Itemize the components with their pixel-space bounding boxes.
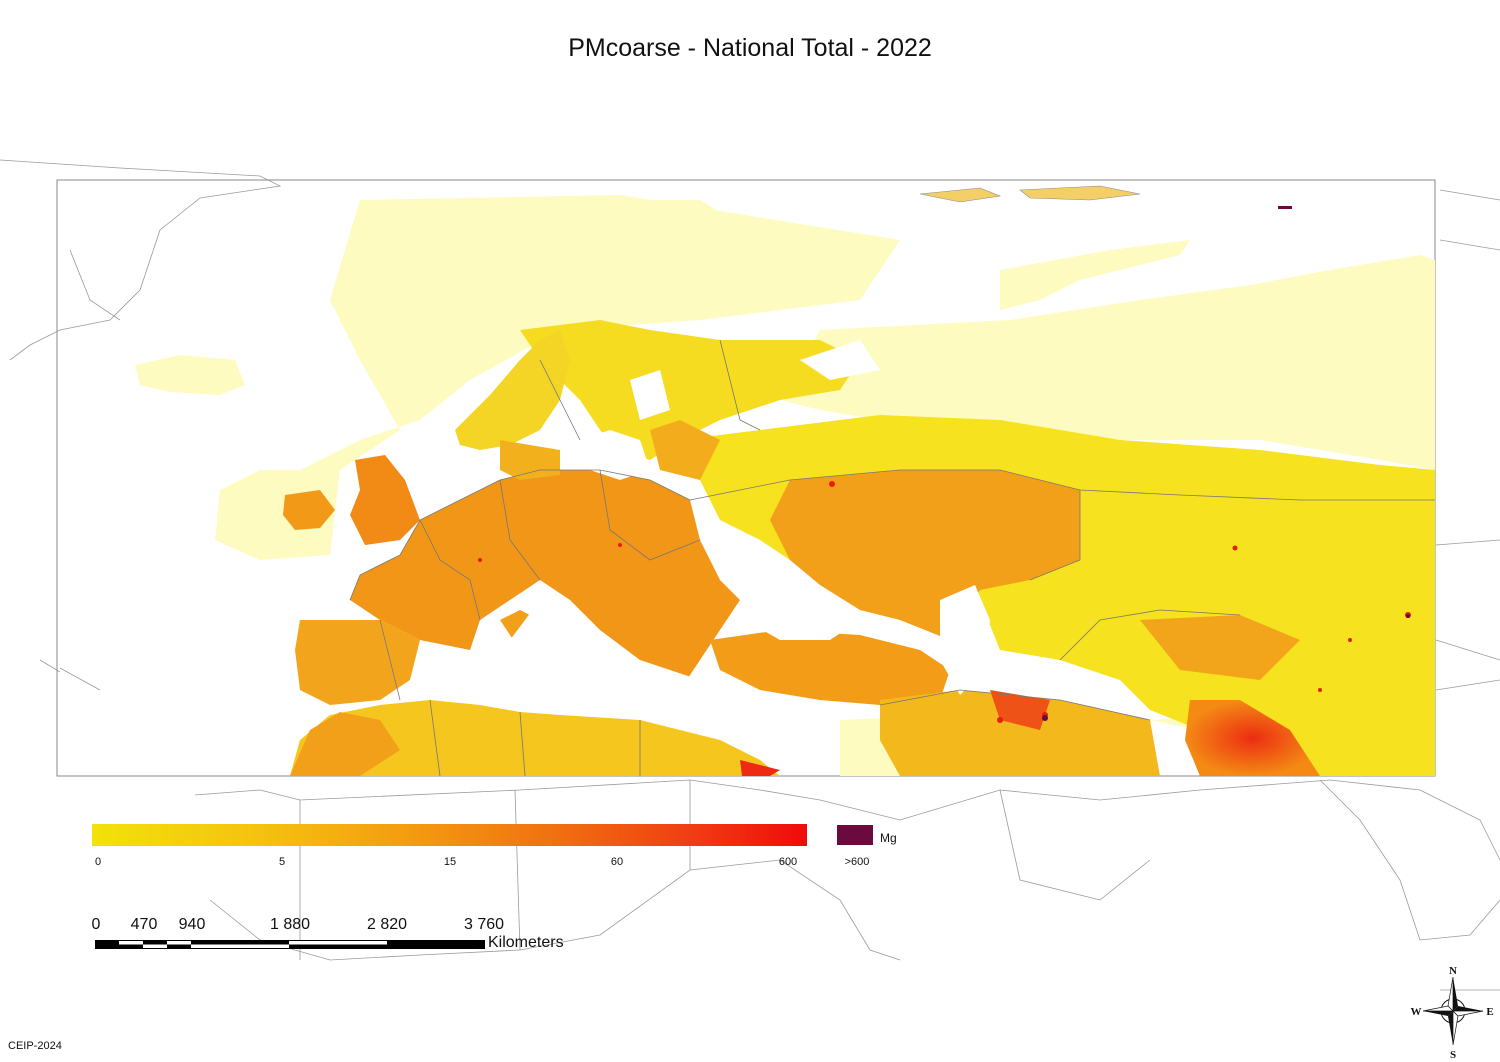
north-arrow-compass: N S E W [1411,965,1494,1060]
compass-north: N [1449,965,1457,977]
legend-tick: 60 [610,856,624,868]
legend-tick: 15 [443,856,457,868]
legend-color-ramp [92,824,807,846]
scale-label: 0 [91,916,101,933]
legend-over-swatch [837,825,873,845]
scale-label: 2 820 [366,916,408,933]
orange-middle-east [710,615,1320,776]
map-title: PMcoarse - National Total - 2022 [568,34,932,62]
legend-tick: 5 [278,856,286,868]
credit-label: CEIP-2024 [8,1040,62,1052]
scale-unit: Kilometers [488,934,564,951]
scale-bar [95,940,485,949]
orange-east [770,470,1080,640]
orange-africa [290,700,780,776]
scale-label: 1 880 [269,916,311,933]
legend-tick: 0 [94,856,102,868]
scale-label: 3 760 [463,916,505,933]
seas [430,340,990,735]
outside-outline [0,159,1500,991]
legend-unit: Mg [880,831,897,845]
legend-tick: >600 [844,856,870,868]
compass-west: W [1411,1006,1422,1018]
borders [349,339,1435,777]
arctic-islands [919,185,1141,203]
scale-label: 470 [130,916,158,933]
legend-tick: 600 [778,856,798,868]
compass-south: S [1450,1049,1456,1060]
scale-label: 940 [178,916,206,933]
compass-east: E [1486,1006,1493,1018]
over-threshold-spots [1042,206,1410,721]
